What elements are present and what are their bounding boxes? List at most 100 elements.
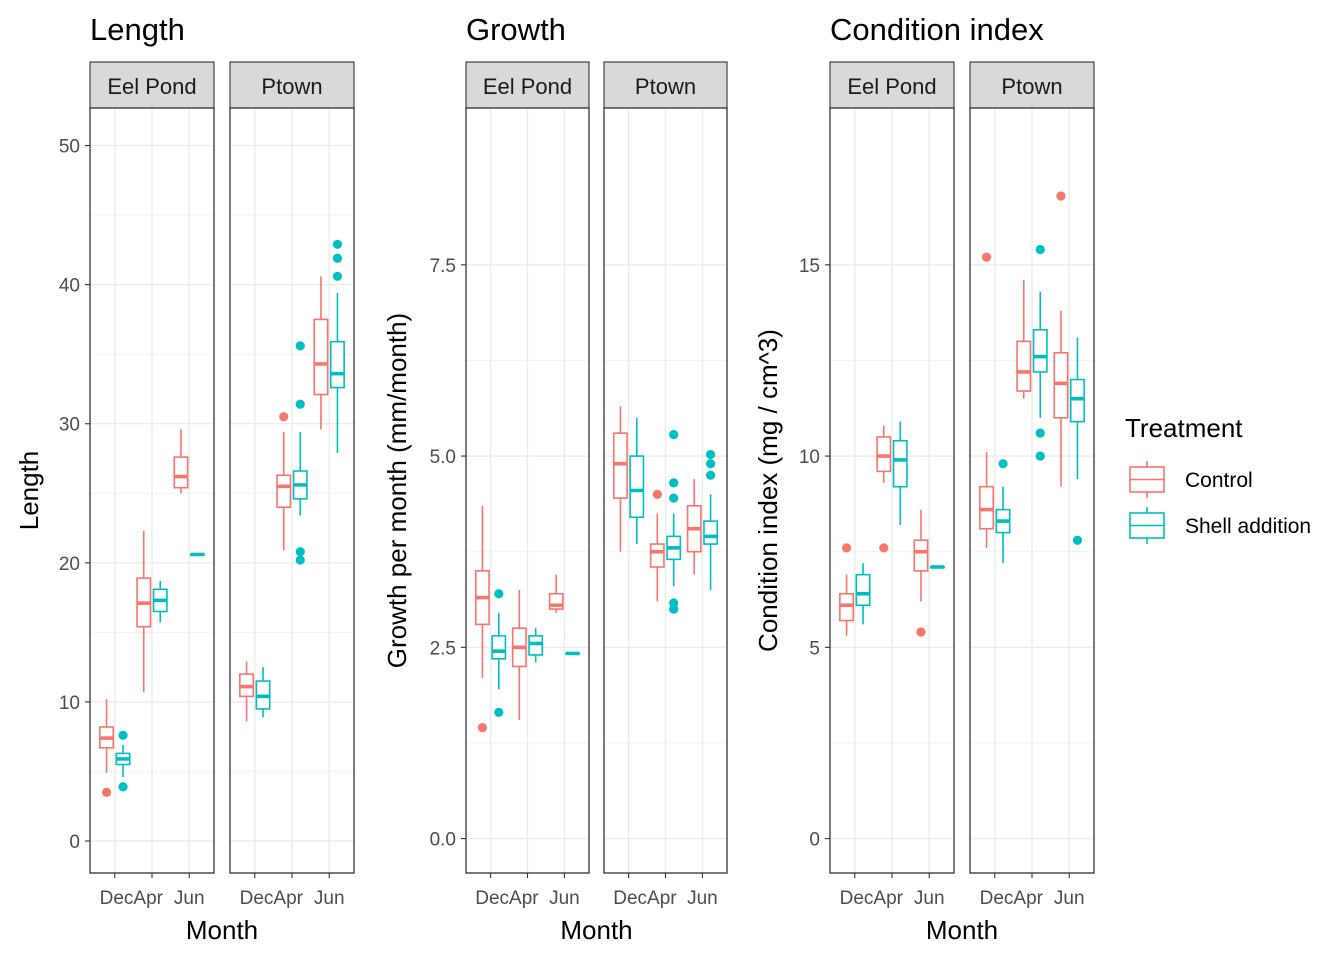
y-tick-label: 2.5: [430, 638, 456, 659]
facet-panel-ptown: Ptown Dec Apr Jun: [229, 61, 355, 909]
box-apr-control: [136, 530, 152, 693]
box-body: [329, 340, 345, 389]
outlier-point: [494, 707, 504, 717]
box-apr-shell-addition: [292, 341, 308, 565]
legend-label: Shell addition: [1185, 515, 1311, 538]
box-jun-control: [548, 574, 564, 613]
outlier-point: [981, 252, 992, 262]
outlier-point: [295, 341, 305, 351]
x-tick-label: Apr: [873, 888, 903, 909]
y-tick-label: 0: [809, 830, 820, 851]
box-dec-control: [979, 252, 995, 548]
outlier-point: [669, 493, 679, 503]
outlier-point: [494, 589, 504, 599]
chart-title: Condition index: [830, 12, 1044, 47]
outlier-point: [477, 723, 488, 733]
box-apr-control: [1016, 280, 1032, 399]
facet-strip: [465, 61, 590, 109]
box-jun-shell-addition: [565, 651, 581, 656]
outlier-point: [705, 470, 716, 480]
box-dec-control: [474, 505, 490, 733]
outlier-point: [705, 459, 716, 469]
x-tick-label: Apr: [647, 888, 677, 909]
box-body: [313, 318, 329, 396]
y-tick-label: 0.0: [430, 830, 456, 851]
y-tick-label: 30: [59, 415, 80, 436]
facet-strip: [603, 61, 728, 109]
facet-label: Ptown: [1001, 74, 1062, 99]
y-tick-label: 0: [69, 832, 80, 853]
x-tick-label: Jun: [687, 888, 718, 909]
x-axis-title: Month: [560, 915, 632, 945]
outlier-point: [1056, 191, 1066, 201]
outlier-point: [669, 598, 679, 608]
facet-panel-eel-pond: Eel Pond Dec Apr Jun: [829, 61, 955, 909]
x-tick-label: Apr: [509, 888, 539, 909]
x-tick-label: Jun: [1054, 888, 1085, 909]
box-apr-shell-addition: [1032, 244, 1048, 461]
box-body: [276, 474, 292, 508]
facet-panel-eel-pond: Eel Pond Dec Apr Jun: [465, 61, 590, 909]
box-jun-shell-addition: [1069, 337, 1085, 545]
y-tick-label: 40: [59, 276, 80, 297]
box-dec-control: [612, 406, 628, 552]
outlier-point: [669, 430, 679, 440]
box-apr-control: [276, 412, 292, 551]
facet-label: Ptown: [635, 74, 696, 99]
box-jun-control: [1053, 191, 1069, 487]
box-jun-shell-addition: [703, 449, 719, 590]
chart-title: Length: [90, 12, 185, 47]
y-tick-label: 20: [59, 554, 80, 575]
outlier-point: [841, 543, 852, 553]
outlier-point: [332, 271, 343, 281]
box-apr-shell-addition: [892, 421, 908, 525]
outlier-point: [118, 782, 128, 792]
box-body: [1016, 340, 1032, 392]
box-body: [913, 539, 929, 572]
x-tick-label: Jun: [914, 888, 945, 909]
facet-panel-eel-pond: Eel Pond Dec Apr Jun: [89, 61, 215, 909]
box-apr-shell-addition: [666, 430, 682, 614]
y-tick-label: 50: [59, 137, 80, 158]
box-dec-shell-addition: [115, 730, 131, 792]
box-dec-control: [839, 543, 855, 636]
legend: Treatment Control Shell addition: [1125, 413, 1311, 544]
outlier-point: [1072, 535, 1083, 545]
box-body: [892, 439, 908, 488]
x-tick-label: Jun: [549, 888, 580, 909]
outlier-point: [998, 459, 1008, 469]
x-tick-label: Dec: [240, 888, 274, 909]
box-dec-shell-addition: [855, 563, 871, 625]
facet-label: Eel Pond: [847, 74, 936, 99]
outlier-point: [295, 547, 305, 557]
y-tick-label: 7.5: [430, 256, 456, 277]
x-tick-label: Dec: [475, 888, 509, 909]
box-body: [173, 456, 189, 489]
x-tick-label: Dec: [840, 888, 874, 909]
box-apr-control: [649, 489, 665, 602]
outlier-point: [879, 543, 889, 553]
outlier-point: [705, 449, 716, 460]
box-dec-control: [239, 661, 255, 722]
box-jun-shell-addition: [189, 552, 205, 557]
box-body: [491, 635, 507, 660]
chart-condition-index: Condition index Condition index (mg / cm^…: [753, 12, 1095, 945]
facet-label: Ptown: [261, 74, 322, 99]
box-apr-control: [876, 425, 892, 553]
x-tick-label: Apr: [133, 888, 163, 909]
outlier-point: [101, 787, 112, 797]
x-axis-title: Month: [926, 915, 998, 945]
outlier-point: [295, 555, 305, 565]
y-axis-title: Length: [14, 451, 44, 531]
facet-strip: [829, 61, 955, 109]
x-tick-label: Dec: [100, 888, 134, 909]
y-tick-label: 5.0: [430, 447, 456, 468]
legend-item-shell-addition: Shell addition: [1129, 507, 1311, 544]
box-body: [703, 520, 719, 545]
box-jun-control: [913, 509, 929, 637]
y-tick-label: 5: [809, 638, 820, 659]
box-apr-control: [511, 589, 527, 720]
box-body: [839, 592, 855, 622]
